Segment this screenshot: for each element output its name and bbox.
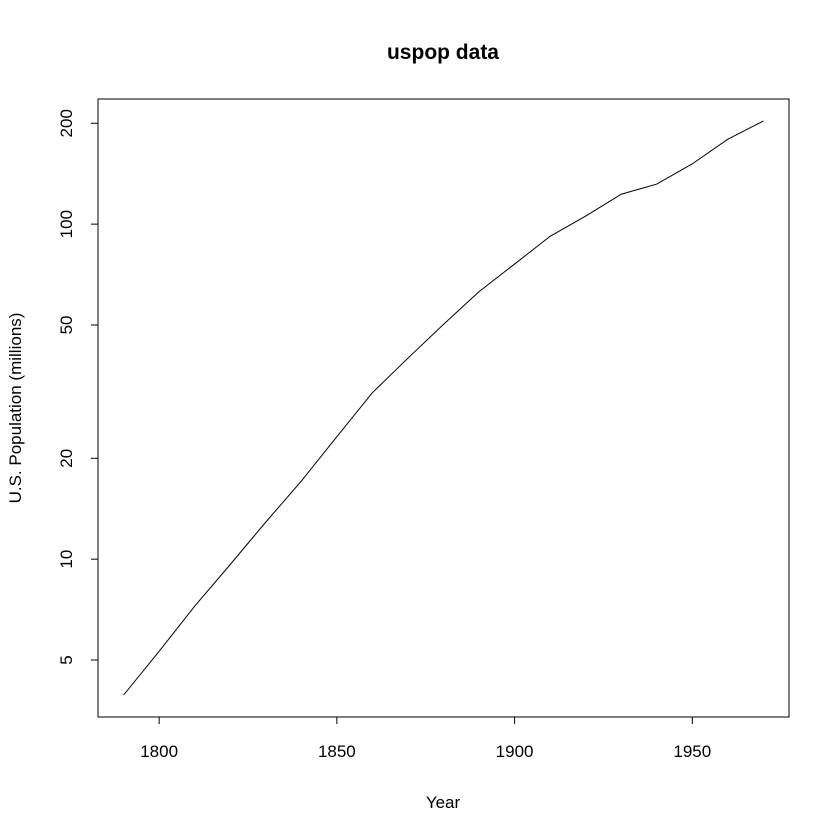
y-tick-label: 5 <box>57 655 76 664</box>
x-tick-label: 1950 <box>673 742 711 761</box>
y-tick-label: 20 <box>57 449 76 468</box>
x-axis-label: Year <box>426 793 461 812</box>
y-tick-label: 50 <box>57 316 76 335</box>
y-axis-label: U.S. Population (millions) <box>6 313 25 504</box>
plot-frame <box>97 98 790 718</box>
x-axis: 1800 1850 1900 1950 <box>140 716 711 761</box>
y-tick-label: 100 <box>57 210 76 238</box>
y-tick-label: 10 <box>57 550 76 569</box>
chart-title: uspop data <box>387 41 499 64</box>
y-tick-label: 200 <box>57 109 76 137</box>
series-line <box>123 120 764 696</box>
x-tick-label: 1900 <box>496 742 534 761</box>
x-tick-label: 1850 <box>318 742 356 761</box>
series-layer <box>123 120 764 696</box>
y-axis: 5 10 20 50 100 200 <box>57 109 99 665</box>
x-tick-label: 1800 <box>140 742 178 761</box>
